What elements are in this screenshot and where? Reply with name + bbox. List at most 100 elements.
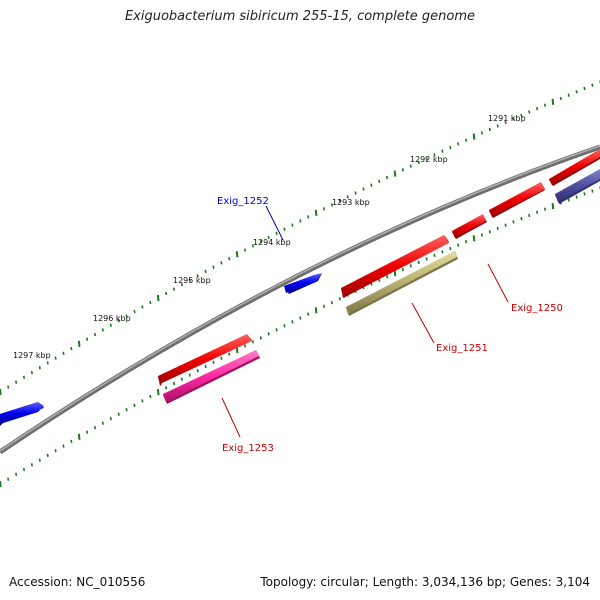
scale-tick	[172, 381, 176, 386]
scale-tick	[441, 250, 444, 254]
scale-tick	[125, 314, 128, 318]
gene-exig-1253-magenta[interactable]	[163, 350, 260, 404]
gene-exig-1251-olive[interactable]	[346, 251, 458, 316]
genome-backbone-highlight	[0, 145, 600, 452]
outer-scale-ticks	[0, 80, 600, 396]
gene-exig-1251-red[interactable]	[341, 235, 449, 298]
scale-tick	[275, 231, 278, 235]
scale-tick	[496, 226, 499, 231]
feature-blue-left[interactable]	[0, 402, 44, 426]
scale-tick	[465, 138, 468, 142]
scale-tick	[291, 320, 294, 324]
scale-tick	[496, 124, 499, 128]
scale-tick	[251, 340, 254, 344]
scale-tick	[354, 191, 357, 195]
scale-tick	[235, 251, 239, 258]
scale-tick	[559, 96, 562, 101]
gene-exig-1252[interactable]	[284, 273, 322, 294]
scale-tick	[338, 199, 341, 203]
scale-tick	[291, 223, 294, 227]
scale-tick	[488, 127, 491, 132]
scale-label: 1296 kbp	[93, 314, 131, 323]
scale-tick	[22, 375, 26, 379]
scale-label: 1292 kbp	[410, 155, 448, 164]
scale-tick	[228, 352, 231, 356]
scale-tick	[457, 243, 460, 247]
gene-label-exig-1251[interactable]: Exig_1251	[436, 343, 488, 354]
scale-tick	[425, 156, 428, 161]
gene-label-exig-1253[interactable]: Exig_1253	[222, 443, 274, 454]
scale-tick	[512, 117, 515, 121]
scale-tick	[480, 233, 483, 237]
scale-tick	[117, 412, 120, 416]
feature-slate-right[interactable]	[555, 169, 600, 204]
scale-tick	[583, 86, 586, 91]
scale-tick	[338, 297, 341, 301]
scale-tick	[283, 324, 286, 328]
scale-tick	[188, 373, 191, 377]
scale-tick	[149, 394, 152, 399]
scale-tick	[30, 463, 33, 467]
scale-tick	[15, 380, 18, 384]
scale-tick	[220, 261, 223, 265]
inner-scale-ticks	[0, 186, 600, 488]
scale-tick	[307, 215, 310, 219]
gene-red-top-right[interactable]	[549, 149, 600, 186]
scale-tick	[196, 274, 199, 278]
scale-tick	[54, 449, 57, 453]
scale-tick	[228, 256, 231, 261]
scale-tick	[7, 477, 10, 481]
scale-tick	[204, 364, 207, 369]
scale-tick	[101, 328, 104, 332]
scale-tick	[465, 240, 468, 244]
scale-tick	[77, 340, 81, 347]
scale-tick	[393, 170, 397, 177]
scale-tick	[212, 265, 215, 269]
scale-label: 1294 kbp	[253, 238, 291, 247]
scale-tick	[0, 388, 2, 396]
gene-label-exig-1250[interactable]: Exig_1250	[511, 303, 563, 314]
scale-tick	[314, 307, 318, 314]
scale-tick	[322, 304, 326, 309]
genome-backbone	[0, 144, 600, 455]
scale-tick	[425, 257, 428, 261]
scale-tick	[38, 366, 41, 370]
scale-tick	[433, 153, 436, 157]
scale-tick	[180, 283, 183, 287]
map-title: Exiguobacterium sibiricum 255-15, comple…	[124, 9, 476, 24]
scale-tick	[591, 189, 594, 193]
gene-label-exig-1252[interactable]: Exig_1252	[217, 196, 269, 207]
scale-tick	[433, 253, 436, 258]
scale-tick	[38, 458, 41, 462]
scale-tick	[536, 210, 539, 215]
scale-tick	[204, 269, 207, 274]
scale-tick	[188, 278, 191, 282]
scale-tick	[480, 131, 483, 135]
scale-tick	[591, 83, 594, 87]
scale-tick	[141, 305, 144, 309]
gene-red-short[interactable]	[452, 214, 487, 239]
scale-tick	[472, 133, 476, 140]
scale-tick	[504, 120, 507, 125]
gene-exig-1250[interactable]	[489, 182, 545, 218]
scale-tick	[62, 444, 65, 448]
scale-tick	[512, 220, 515, 224]
scale-tick	[330, 203, 333, 207]
scale-label: 1293 kbp	[332, 198, 370, 207]
scale-tick	[583, 192, 586, 196]
scale-tick	[386, 175, 389, 180]
scale-tick	[457, 142, 460, 146]
scale-tick	[417, 160, 420, 164]
scale-tick	[165, 291, 168, 296]
scale-tick	[330, 300, 333, 305]
scale-tick	[314, 209, 318, 216]
scale-tick	[417, 260, 420, 265]
scale-tick	[543, 103, 547, 107]
scale-tick	[259, 336, 262, 340]
gene-exig-1253-red[interactable]	[158, 334, 252, 386]
scale-tick	[46, 361, 49, 365]
scale-tick	[22, 467, 26, 472]
scale-tick	[370, 183, 373, 187]
leader-exig-1250	[487, 263, 509, 303]
